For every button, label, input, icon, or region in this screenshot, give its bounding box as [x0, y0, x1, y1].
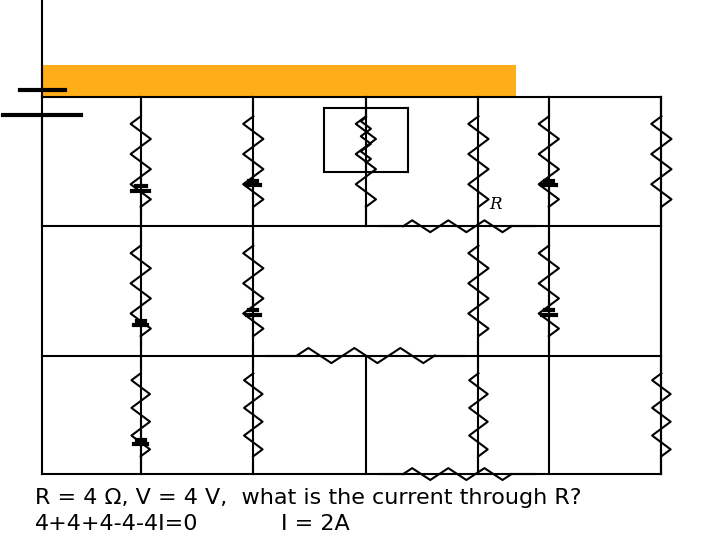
Text: 4+4+4-4-4I=0: 4+4+4-4-4I=0	[35, 515, 199, 535]
Text: I = 2A: I = 2A	[282, 515, 350, 535]
Text: R: R	[489, 196, 502, 213]
Text: R = 4 Ω, V = 4 V,  what is the current through R?: R = 4 Ω, V = 4 V, what is the current th…	[35, 488, 582, 508]
Polygon shape	[42, 65, 516, 97]
